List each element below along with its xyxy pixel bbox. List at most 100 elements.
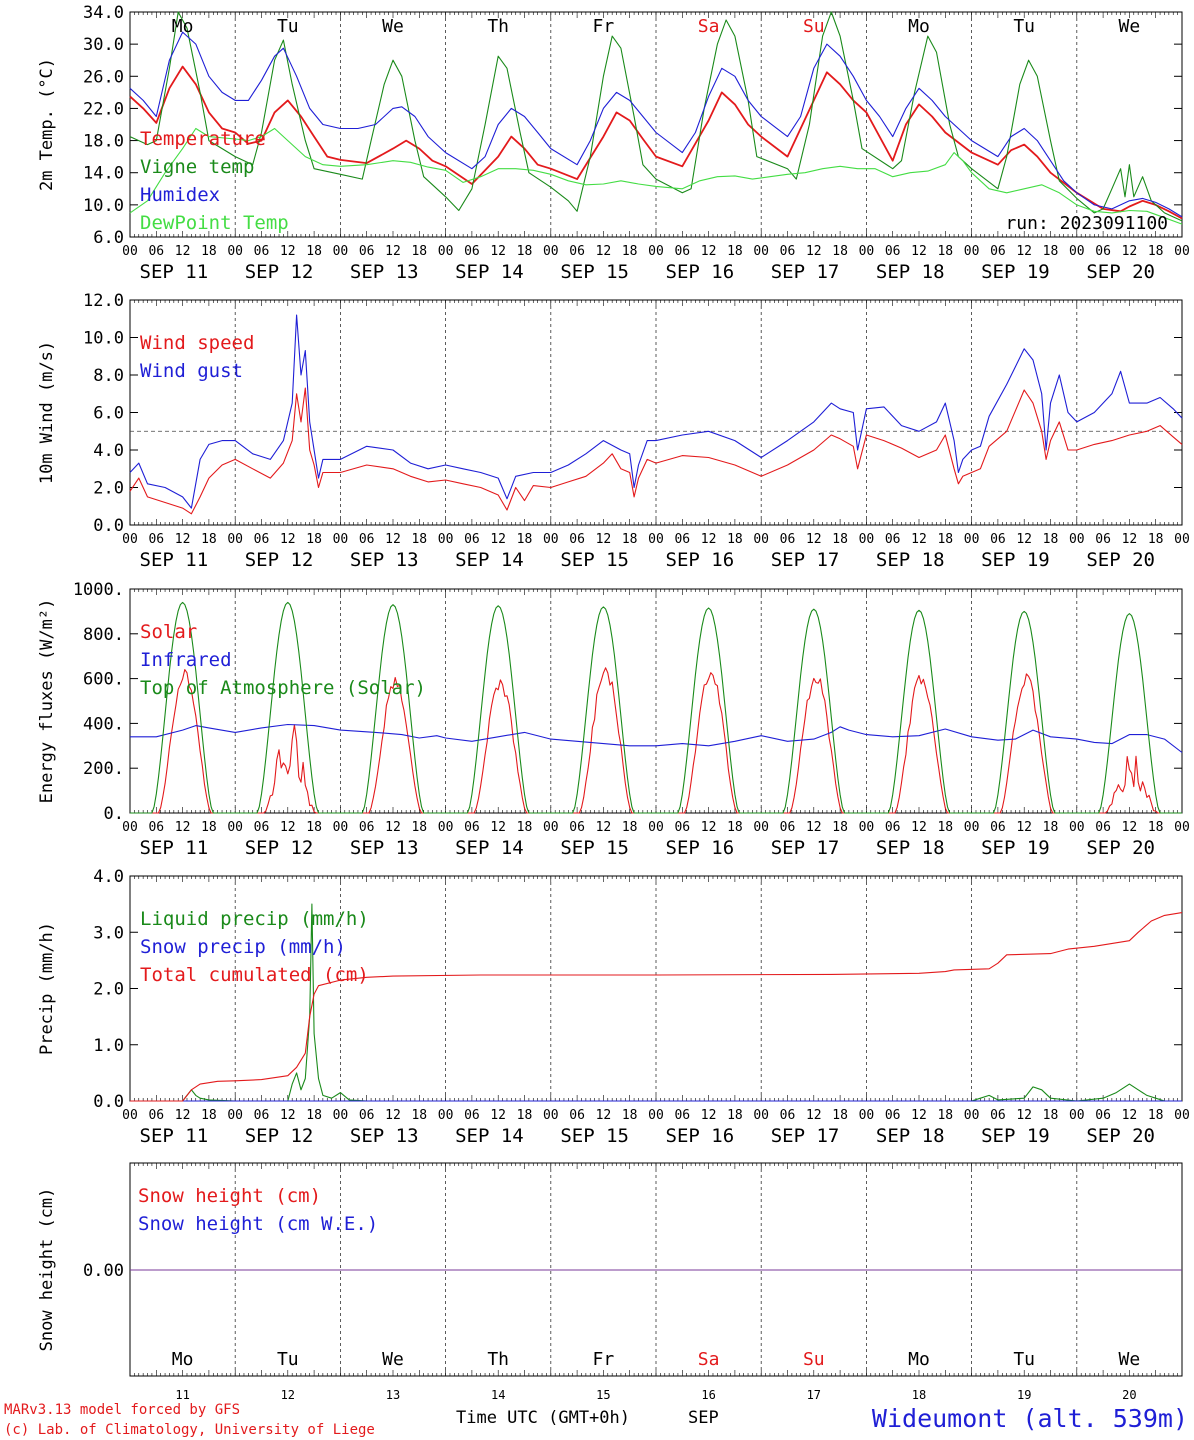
hour-tick-label: 18 bbox=[201, 1108, 217, 1123]
y-tick-label: 4.0 bbox=[93, 441, 124, 461]
hour-tick-label: 00 bbox=[1174, 820, 1190, 835]
hour-tick-label: 18 bbox=[727, 1108, 743, 1123]
hour-tick-label: 18 bbox=[832, 820, 848, 835]
credit-line-2: (c) Lab. of Climatology, University of L… bbox=[4, 1422, 375, 1438]
day-number: 11 bbox=[175, 1388, 189, 1402]
hour-tick-label: 12 bbox=[911, 532, 927, 547]
hour-tick-label: 00 bbox=[227, 532, 243, 547]
hour-tick-label: 06 bbox=[990, 532, 1006, 547]
day-name-top: Tu bbox=[277, 16, 299, 37]
day-number: 17 bbox=[807, 1388, 821, 1402]
hour-tick-label: 12 bbox=[490, 820, 506, 835]
hour-tick-label: 00 bbox=[543, 244, 559, 259]
hour-tick-label: 18 bbox=[517, 532, 533, 547]
hour-tick-label: 18 bbox=[1148, 532, 1164, 547]
legend-entry: DewPoint Temp bbox=[140, 212, 289, 234]
date-label: SEP 20 bbox=[1086, 261, 1155, 283]
date-label: SEP 14 bbox=[455, 261, 524, 283]
series-group bbox=[130, 601, 1183, 814]
date-label: SEP 15 bbox=[560, 549, 629, 571]
hour-tick-label: 06 bbox=[674, 1108, 690, 1123]
hour-tick-label: 06 bbox=[569, 1108, 585, 1123]
hour-tick-label: 00 bbox=[438, 532, 454, 547]
legend-entry: Snow precip (mm/h) bbox=[140, 936, 346, 958]
day-name-bottom: Sa bbox=[698, 1349, 720, 1370]
day-name-bottom: Mo bbox=[908, 1349, 930, 1370]
hour-tick-label: 18 bbox=[937, 1108, 953, 1123]
y-axis-label: Precip (mm/h) bbox=[37, 922, 57, 1055]
y-axis-label: Snow height (cm) bbox=[37, 1188, 57, 1352]
hour-tick-label: 00 bbox=[964, 532, 980, 547]
hour-tick-label: 18 bbox=[937, 532, 953, 547]
y-tick-label: 1.0 bbox=[93, 1036, 124, 1056]
hour-tick-label: 12 bbox=[490, 532, 506, 547]
y-axis-label: 2m Temp. (°C) bbox=[37, 58, 57, 191]
y-tick-label: 0. bbox=[104, 804, 124, 824]
date-label: SEP 12 bbox=[245, 549, 314, 571]
hour-tick-label: 06 bbox=[885, 532, 901, 547]
hour-tick-label: 06 bbox=[569, 532, 585, 547]
hour-tick-label: 12 bbox=[385, 244, 401, 259]
hour-tick-label: 18 bbox=[411, 1108, 427, 1123]
hour-tick-label: 18 bbox=[1148, 1108, 1164, 1123]
hour-tick-label: 00 bbox=[1069, 1108, 1085, 1123]
date-label: SEP 17 bbox=[771, 261, 840, 283]
hour-tick-label: 06 bbox=[780, 244, 796, 259]
hour-tick-label: 18 bbox=[1148, 820, 1164, 835]
day-name-top: Mo bbox=[908, 16, 930, 37]
date-label: SEP 19 bbox=[981, 261, 1050, 283]
series-group bbox=[129, 11, 1183, 225]
hour-tick-label: 00 bbox=[1174, 244, 1190, 259]
hour-tick-label: 18 bbox=[937, 820, 953, 835]
y-tick-label: 6.0 bbox=[93, 404, 124, 424]
hour-tick-label: 06 bbox=[780, 820, 796, 835]
date-label: SEP 20 bbox=[1086, 837, 1155, 859]
date-label: SEP 19 bbox=[981, 837, 1050, 859]
hour-tick-label: 12 bbox=[806, 532, 822, 547]
date-label: SEP 16 bbox=[666, 1125, 735, 1147]
y-tick-label: 10.0 bbox=[83, 329, 124, 349]
hour-tick-label: 18 bbox=[411, 820, 427, 835]
hour-tick-label: 06 bbox=[254, 1108, 270, 1123]
hour-tick-label: 06 bbox=[885, 244, 901, 259]
hour-tick-label: 06 bbox=[148, 1108, 164, 1123]
hour-tick-label: 18 bbox=[306, 1108, 322, 1123]
series-line-wind-speed bbox=[129, 387, 1183, 515]
hour-tick-label: 00 bbox=[1174, 532, 1190, 547]
hour-tick-label: 00 bbox=[1069, 820, 1085, 835]
hour-tick-label: 12 bbox=[280, 1108, 296, 1123]
hour-tick-label: 18 bbox=[517, 1108, 533, 1123]
hour-tick-label: 00 bbox=[753, 1108, 769, 1123]
hour-tick-label: 06 bbox=[148, 244, 164, 259]
hour-tick-label: 00 bbox=[1174, 1108, 1190, 1123]
y-tick-label: 18.0 bbox=[83, 132, 124, 152]
series-line-wind-gust bbox=[129, 314, 1183, 509]
day-name-bottom: We bbox=[382, 1349, 404, 1370]
hour-tick-label: 18 bbox=[306, 244, 322, 259]
hour-tick-label: 06 bbox=[569, 820, 585, 835]
y-tick-label: 12.0 bbox=[83, 291, 124, 311]
hour-tick-label: 00 bbox=[543, 820, 559, 835]
hour-tick-label: 12 bbox=[596, 532, 612, 547]
hour-tick-label: 06 bbox=[148, 532, 164, 547]
legend-entry: Snow height (cm) bbox=[138, 1185, 321, 1207]
legend-entry: Wind speed bbox=[140, 332, 254, 354]
day-name-bottom: Th bbox=[487, 1349, 509, 1370]
hour-tick-label: 18 bbox=[622, 532, 638, 547]
date-label: SEP 17 bbox=[771, 837, 840, 859]
hour-tick-label: 06 bbox=[1095, 532, 1111, 547]
hour-tick-label: 18 bbox=[1043, 532, 1059, 547]
hour-tick-label: 12 bbox=[1122, 532, 1138, 547]
hour-tick-label: 18 bbox=[306, 532, 322, 547]
hour-tick-label: 00 bbox=[333, 244, 349, 259]
hour-tick-label: 12 bbox=[701, 244, 717, 259]
hour-tick-label: 00 bbox=[964, 1108, 980, 1123]
hour-tick-label: 18 bbox=[201, 820, 217, 835]
hour-tick-label: 00 bbox=[648, 820, 664, 835]
hour-tick-label: 06 bbox=[1095, 1108, 1111, 1123]
hour-tick-label: 18 bbox=[411, 244, 427, 259]
hour-tick-label: 00 bbox=[438, 1108, 454, 1123]
day-name-bottom: Tu bbox=[277, 1349, 299, 1370]
plot-frame bbox=[129, 299, 1183, 526]
hour-tick-label: 06 bbox=[254, 532, 270, 547]
